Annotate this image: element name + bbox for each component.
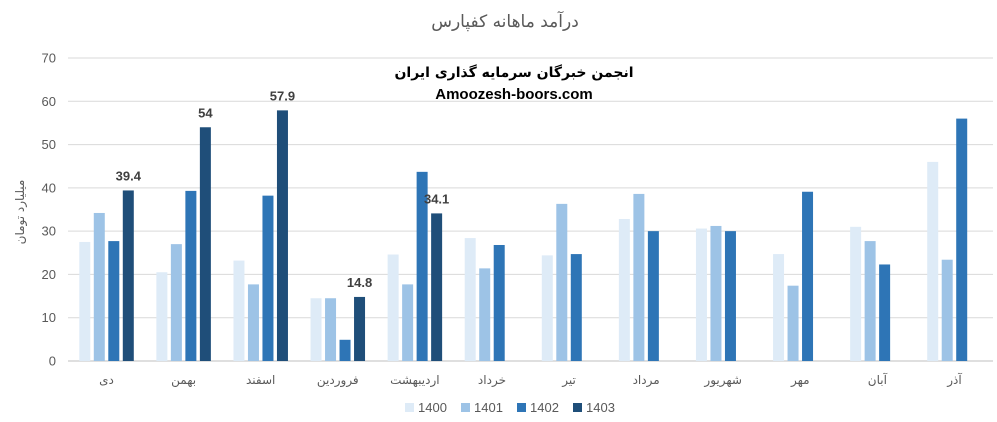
- x-tick-label: دی: [99, 373, 114, 387]
- bar: [927, 161, 939, 361]
- watermark-line-1: انجمن خبرگان سرمایه گذاری ایران: [394, 64, 633, 81]
- bar: [850, 226, 862, 361]
- data-label: 39.4: [116, 168, 142, 183]
- y-tick-label: 70: [42, 51, 56, 66]
- bar: [310, 298, 322, 361]
- chart-title: درآمد ماهانه کفپارس: [431, 10, 579, 32]
- legend-entry: 1400: [418, 400, 447, 415]
- bar: [79, 241, 91, 361]
- x-tick-label: اردیبهشت: [390, 373, 439, 388]
- legend-swatch: [405, 403, 414, 412]
- bar: [199, 127, 211, 361]
- legend-entry: 1402: [530, 400, 559, 415]
- bar: [618, 219, 630, 361]
- bar: [402, 284, 414, 361]
- bar: [276, 110, 288, 361]
- x-tick-label: فروردین: [317, 373, 359, 388]
- x-tick-label: مهر: [790, 373, 810, 388]
- bar: [156, 272, 168, 361]
- x-tick-label: اسفند: [246, 373, 275, 387]
- data-labels: 39.4 54 57.9 14.8 34.1: [116, 88, 450, 290]
- bar: [416, 171, 428, 361]
- bar: [122, 190, 134, 361]
- data-label: 57.9: [270, 88, 295, 103]
- x-tick-label: مرداد: [633, 373, 660, 388]
- bar: [695, 228, 707, 361]
- x-tick-label: آبان: [868, 372, 888, 387]
- bar: [108, 241, 120, 361]
- data-label: 54: [198, 105, 213, 120]
- y-axis-label: میلیارد تومان: [13, 180, 28, 245]
- bar: [170, 244, 182, 361]
- legend-swatch: [517, 403, 526, 412]
- bar: [941, 259, 953, 361]
- bars: [79, 110, 968, 361]
- legend: 1400 1401 1402 1403: [405, 400, 615, 415]
- y-tick-label: 0: [49, 354, 56, 369]
- legend-entry: 1403: [586, 400, 615, 415]
- bar: [710, 225, 722, 361]
- bar: [93, 212, 105, 361]
- watermark-line-2: Amoozesh-boors.com: [435, 86, 593, 103]
- bar: [464, 238, 476, 361]
- legend-swatch: [573, 403, 582, 412]
- x-tick-label: آذر: [946, 372, 962, 388]
- bar: [647, 231, 659, 361]
- x-tick-label: بهمن: [171, 373, 196, 388]
- data-label: 34.1: [424, 191, 449, 206]
- bar: [802, 191, 814, 361]
- data-label: 14.8: [347, 275, 372, 290]
- bar: [325, 298, 337, 361]
- bar: [724, 231, 736, 361]
- bar: [233, 260, 245, 361]
- y-tick-label: 20: [42, 267, 56, 282]
- bar: [956, 118, 968, 361]
- bar: [354, 296, 366, 361]
- bar: [570, 254, 582, 361]
- bar: [339, 339, 351, 361]
- x-tick-label: شهریور: [703, 373, 742, 388]
- legend-swatch: [461, 403, 470, 412]
- y-tick-label: 10: [42, 310, 56, 325]
- y-axis-ticks: 0 10 20 30 40 50 60 70: [42, 51, 56, 369]
- x-tick-label: تیر: [561, 373, 576, 388]
- bar: [493, 244, 505, 361]
- bar: [633, 193, 645, 361]
- bar: [864, 241, 876, 361]
- y-tick-label: 30: [42, 224, 56, 239]
- bar: [479, 268, 491, 361]
- bar: [431, 213, 443, 361]
- bar: [185, 190, 197, 361]
- y-tick-label: 40: [42, 180, 56, 195]
- bar: [556, 203, 568, 361]
- bar: [387, 254, 399, 361]
- bar: [773, 254, 785, 361]
- x-axis-ticks: دی بهمن اسفند فروردین اردیبهشت خرداد تیر مرداد ش…: [99, 372, 962, 388]
- bar: [262, 195, 274, 361]
- bar: [541, 255, 553, 361]
- y-tick-label: 50: [42, 137, 56, 152]
- x-tick-label: خرداد: [478, 373, 506, 388]
- bar: [247, 284, 259, 361]
- bar: [879, 264, 891, 361]
- legend-entry: 1401: [474, 400, 503, 415]
- y-tick-label: 60: [42, 94, 56, 109]
- bar: [787, 285, 799, 361]
- gridlines: [68, 57, 993, 362]
